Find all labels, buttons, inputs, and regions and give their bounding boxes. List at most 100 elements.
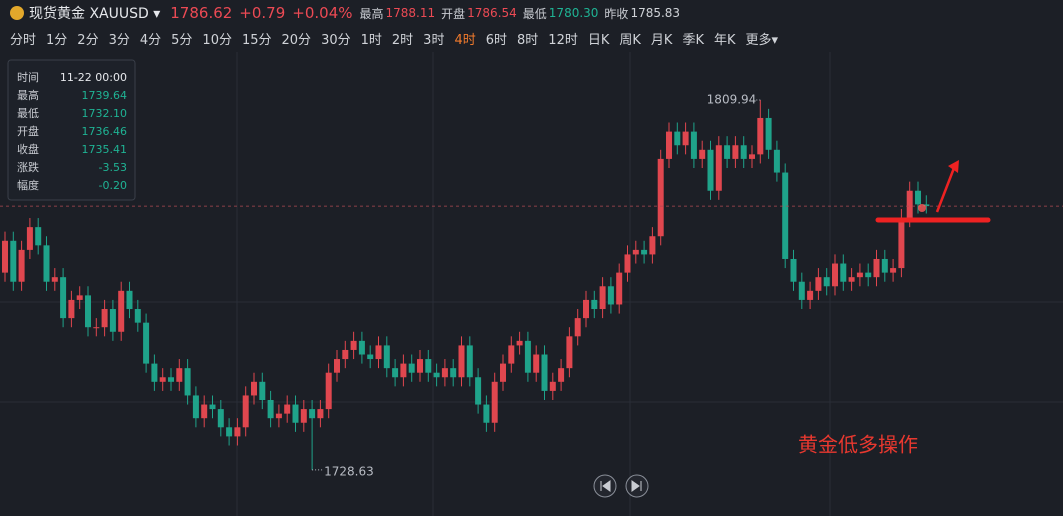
candle-body bbox=[68, 299, 75, 319]
period-button[interactable]: 4分 bbox=[139, 32, 162, 48]
period-button[interactable]: 3分 bbox=[108, 32, 130, 48]
candle-body bbox=[383, 345, 390, 369]
tooltip-label: 收盘 bbox=[17, 142, 39, 156]
candle-body bbox=[284, 404, 291, 414]
candle-body bbox=[43, 245, 50, 282]
tooltip-label: 开盘 bbox=[17, 124, 39, 138]
drawing bbox=[875, 160, 991, 223]
candle-body bbox=[159, 377, 166, 382]
candle-body bbox=[325, 372, 332, 410]
prev-button[interactable] bbox=[593, 474, 617, 498]
tooltip-box bbox=[7, 59, 136, 201]
period-button[interactable]: 1分 bbox=[46, 32, 68, 48]
candle-body bbox=[632, 249, 639, 255]
candle-body bbox=[309, 409, 316, 419]
candle-body bbox=[2, 240, 8, 273]
period-button[interactable]: 日K bbox=[587, 32, 610, 48]
period-button[interactable]: 30分 bbox=[321, 32, 351, 48]
period-button[interactable]: 3时 bbox=[423, 32, 445, 48]
candle-body bbox=[134, 309, 141, 323]
period-button[interactable]: 5分 bbox=[171, 32, 193, 48]
period-button[interactable]: 2分 bbox=[77, 32, 99, 48]
tooltip-label: 时间 bbox=[17, 71, 39, 84]
period-button[interactable]: 更多▾ bbox=[745, 32, 779, 48]
candle-body bbox=[292, 404, 299, 423]
arrow-head bbox=[948, 160, 959, 173]
candle-body bbox=[832, 263, 838, 287]
candle-body bbox=[300, 409, 307, 423]
candle-body bbox=[840, 263, 847, 282]
tooltip-value: 1735.41 bbox=[82, 143, 128, 156]
candle-body bbox=[126, 290, 133, 310]
candle-body bbox=[109, 309, 116, 332]
candle-body bbox=[425, 359, 432, 373]
marker bbox=[918, 204, 926, 212]
candle-body bbox=[898, 218, 905, 269]
candle-body bbox=[18, 249, 25, 282]
candle-body bbox=[350, 340, 357, 350]
period-button[interactable]: 8时 bbox=[517, 32, 539, 48]
candle-body bbox=[491, 381, 498, 423]
last-price: 1786.62 bbox=[170, 4, 233, 22]
candle-body bbox=[483, 404, 490, 423]
period-button[interactable]: 季K bbox=[682, 32, 704, 48]
stat-value: 1788.11 bbox=[385, 6, 436, 20]
period-button[interactable]: 1时 bbox=[360, 32, 382, 48]
period-button[interactable]: 月K bbox=[650, 32, 673, 48]
candle-body bbox=[51, 277, 58, 282]
period-button[interactable]: 4时 bbox=[454, 32, 476, 48]
gold-icon bbox=[10, 6, 24, 20]
next-button[interactable] bbox=[625, 474, 649, 498]
candle-body bbox=[93, 327, 100, 329]
candle-body bbox=[890, 268, 897, 273]
period-button[interactable]: 2时 bbox=[391, 32, 414, 48]
candle-body bbox=[176, 368, 183, 382]
candle-body bbox=[682, 131, 689, 146]
period-button[interactable]: 年K bbox=[713, 32, 736, 48]
candle-body bbox=[583, 299, 589, 319]
tooltip-label: 幅度 bbox=[17, 178, 39, 192]
stat-label: 最低 bbox=[522, 6, 547, 21]
candle-body bbox=[815, 277, 822, 291]
candle-body bbox=[807, 290, 814, 300]
candle-body bbox=[85, 295, 91, 328]
candle-body bbox=[217, 409, 224, 428]
period-button[interactable]: 10分 bbox=[202, 32, 232, 48]
period-button[interactable]: 12时 bbox=[548, 32, 578, 48]
candle-body bbox=[881, 258, 888, 273]
tooltip-value: -3.53 bbox=[99, 161, 127, 174]
next-icon bbox=[631, 480, 642, 492]
period-button[interactable]: 20分 bbox=[281, 32, 312, 48]
candle-body bbox=[558, 368, 565, 382]
tooltip-value: 1732.10 bbox=[82, 107, 128, 120]
candle-body bbox=[624, 254, 631, 273]
period-button[interactable]: 15分 bbox=[241, 32, 272, 48]
candle-body bbox=[848, 277, 855, 282]
low-label: 1728.63 bbox=[324, 464, 374, 478]
candle-body bbox=[599, 286, 606, 310]
symbol-name: 现货黄金 XAUUSD ▾ bbox=[29, 6, 161, 22]
stat-value: 1780.30 bbox=[548, 6, 599, 20]
period-button[interactable]: 周K bbox=[619, 32, 641, 48]
candle-body bbox=[275, 413, 282, 419]
stat-label: 昨收 bbox=[604, 6, 629, 21]
candle-body bbox=[251, 381, 257, 396]
candle-body bbox=[740, 145, 747, 159]
candle-body bbox=[450, 368, 457, 378]
tooltip-value: 1739.64 bbox=[82, 89, 128, 102]
stat-value: 1785.83 bbox=[630, 6, 681, 20]
period-button[interactable]: 分时 bbox=[10, 32, 37, 48]
candle-body bbox=[616, 272, 623, 305]
candle-body bbox=[516, 340, 523, 346]
candle-body bbox=[782, 172, 789, 259]
period-button[interactable]: 6时 bbox=[485, 32, 508, 48]
candle-body bbox=[118, 290, 125, 332]
arrow bbox=[935, 167, 956, 213]
candle-body bbox=[724, 145, 731, 159]
candle-body bbox=[541, 354, 548, 391]
candle-body bbox=[151, 363, 158, 382]
candle-body bbox=[649, 236, 656, 255]
candle-body bbox=[591, 299, 598, 310]
